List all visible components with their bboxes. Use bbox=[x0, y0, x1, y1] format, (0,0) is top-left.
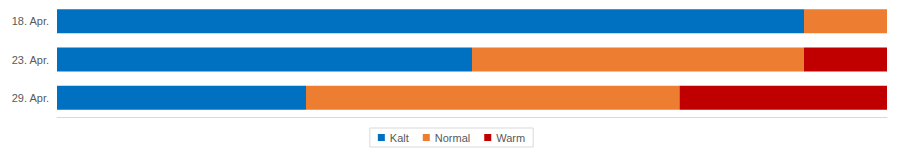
svg-text:Warm: Warm bbox=[496, 132, 525, 144]
svg-text:18. Apr.: 18. Apr. bbox=[12, 15, 49, 27]
svg-text:Kalt: Kalt bbox=[390, 132, 409, 144]
svg-text:29. Apr.: 29. Apr. bbox=[12, 92, 49, 104]
svg-text:Normal: Normal bbox=[435, 132, 470, 144]
svg-text:23. Apr.: 23. Apr. bbox=[12, 54, 49, 66]
